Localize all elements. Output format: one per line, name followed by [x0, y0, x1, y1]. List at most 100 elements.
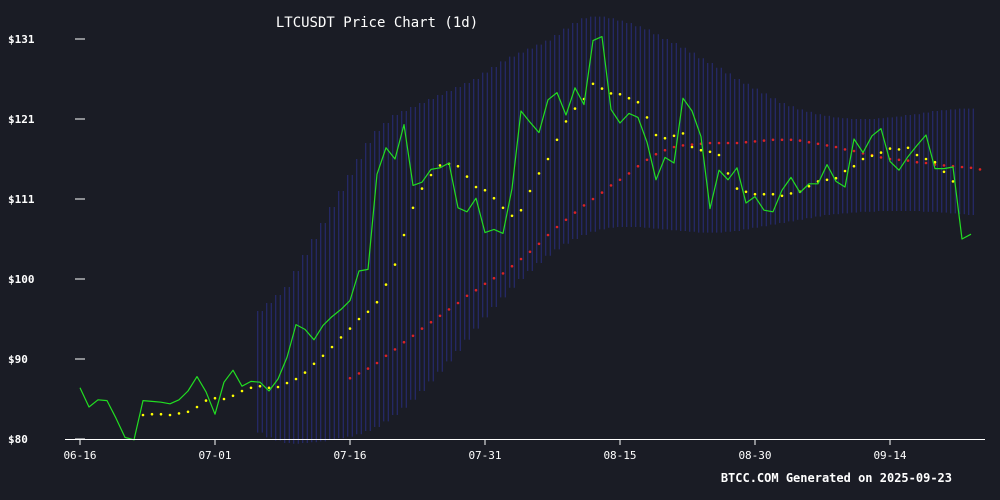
- short-ma-point: [537, 172, 541, 175]
- x-tick-label: 09-14: [873, 449, 906, 462]
- short-ma-point: [294, 377, 298, 381]
- short-ma-point: [456, 164, 460, 168]
- short-ma-point: [159, 412, 163, 416]
- short-ma-point: [636, 100, 640, 104]
- short-ma-point: [690, 145, 694, 149]
- long-ma-point: [519, 257, 523, 261]
- short-ma-point: [573, 107, 577, 110]
- short-ma-point: [780, 194, 784, 198]
- short-ma-point: [312, 362, 316, 366]
- short-ma-point: [942, 170, 946, 174]
- long-ma-point: [447, 308, 451, 311]
- x-tick-label: 08-15: [603, 449, 636, 462]
- y-axis-ticks: $80 $90 $100 $111 $121 $131: [8, 33, 85, 446]
- short-ma-point: [528, 189, 532, 193]
- x-tick-label: 07-16: [333, 449, 366, 462]
- long-ma-point: [789, 138, 793, 142]
- short-ma-point: [366, 310, 370, 314]
- short-ma-point: [429, 173, 433, 177]
- short-ma-point: [420, 187, 424, 190]
- long-ma-point: [528, 250, 532, 254]
- short-ma-point: [357, 317, 361, 321]
- long-ma-layer: [348, 138, 982, 380]
- short-ma-point: [771, 192, 775, 196]
- short-ma-point: [285, 381, 289, 385]
- short-ma-point: [726, 172, 730, 175]
- long-ma-point: [825, 144, 829, 147]
- short-ma-point: [375, 300, 379, 304]
- short-ma-point: [744, 190, 748, 194]
- x-tick-label: 07-31: [468, 449, 501, 462]
- x-tick-label: 07-01: [198, 449, 231, 462]
- short-ma-point: [141, 413, 145, 417]
- short-ma-point: [546, 157, 550, 161]
- long-ma-point: [357, 372, 361, 375]
- short-ma-point: [393, 263, 397, 266]
- long-ma-point: [474, 288, 478, 292]
- short-ma-point: [402, 233, 406, 237]
- short-ma-point: [267, 386, 271, 390]
- short-ma-point: [951, 180, 955, 183]
- short-ma-point: [249, 386, 253, 390]
- long-ma-point: [645, 158, 649, 162]
- short-ma-point: [519, 208, 523, 212]
- long-ma-point: [960, 165, 964, 169]
- long-ma-point: [744, 140, 748, 144]
- footer-credit: BTCC.COM Generated on 2025-09-23: [721, 471, 952, 485]
- long-ma-point: [807, 140, 811, 144]
- long-ma-point: [771, 138, 775, 142]
- chart-title: LTCUSDT Price Chart (1d): [276, 15, 478, 31]
- long-ma-point: [708, 141, 712, 145]
- long-ma-point: [717, 141, 721, 145]
- short-ma-point: [303, 371, 307, 374]
- long-ma-point: [654, 152, 658, 156]
- long-ma-point: [555, 225, 559, 229]
- short-ma-point: [672, 134, 676, 138]
- short-ma-point: [258, 384, 262, 388]
- short-ma-point: [222, 397, 226, 401]
- short-ma-point: [717, 153, 721, 157]
- short-ma-point: [681, 132, 685, 135]
- long-ma-point: [591, 197, 595, 201]
- long-ma-point: [942, 164, 946, 167]
- short-ma-point: [924, 157, 928, 161]
- short-ma-point: [600, 87, 604, 90]
- long-ma-point: [798, 139, 802, 142]
- short-ma-point: [384, 283, 388, 286]
- y-tick-label: $111: [8, 193, 35, 206]
- long-ma-point: [915, 160, 919, 164]
- short-ma-point: [186, 410, 190, 414]
- price-layer: [79, 35, 972, 441]
- short-ma-point: [753, 192, 757, 196]
- long-ma-point: [366, 367, 370, 370]
- short-ma-point: [330, 345, 334, 349]
- long-ma-point: [627, 172, 631, 175]
- band-layer: [257, 16, 974, 444]
- long-ma-point: [375, 361, 379, 365]
- short-ma-point: [339, 336, 343, 339]
- y-tick-label: $121: [8, 113, 35, 126]
- short-ma-point: [843, 169, 847, 173]
- short-ma-point: [465, 175, 469, 178]
- short-ma-point: [483, 188, 487, 192]
- short-ma-point: [807, 184, 811, 188]
- long-ma-point: [348, 376, 352, 380]
- long-ma-point: [465, 294, 469, 298]
- short-ma-point: [663, 136, 667, 140]
- long-ma-point: [681, 144, 685, 147]
- long-ma-point: [978, 168, 982, 171]
- short-ma-point: [834, 176, 838, 180]
- short-ma-point: [915, 153, 919, 157]
- long-ma-point: [762, 139, 766, 142]
- short-ma-point: [699, 148, 703, 152]
- x-tick-label: 06-16: [63, 449, 96, 462]
- long-ma-point: [879, 156, 883, 159]
- short-ma-point: [231, 394, 235, 398]
- long-ma-point: [582, 204, 586, 207]
- long-ma-point: [843, 148, 847, 151]
- short-ma-point: [825, 178, 829, 182]
- short-ma-point: [906, 146, 910, 150]
- long-ma-point: [483, 282, 487, 286]
- short-ma-point: [654, 133, 658, 137]
